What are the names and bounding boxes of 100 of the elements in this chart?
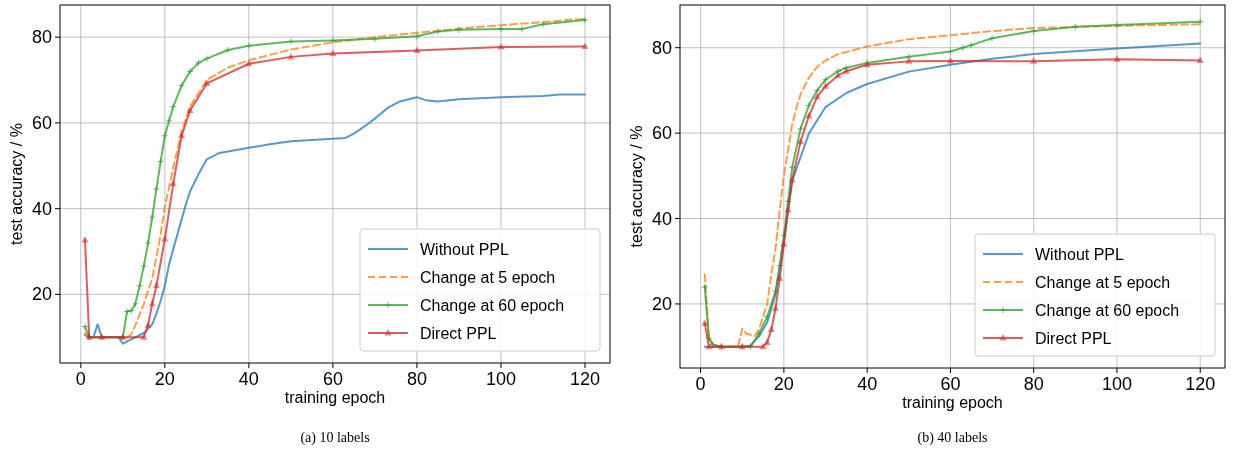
x-tick-label: 40	[238, 369, 259, 389]
point	[329, 37, 337, 45]
x-tick-label: 100	[485, 369, 516, 389]
x-tick-label: 100	[1101, 374, 1132, 394]
point	[701, 319, 709, 326]
y-tick-label: 60	[651, 123, 672, 144]
point	[148, 213, 156, 221]
point	[763, 338, 771, 345]
point	[797, 125, 805, 133]
point	[772, 287, 780, 295]
y-tick-label: 20	[651, 293, 672, 314]
point	[161, 132, 169, 140]
text: (a) 10 labels	[300, 430, 370, 446]
point	[755, 330, 763, 338]
point	[245, 42, 253, 50]
point	[759, 342, 767, 350]
point	[581, 42, 589, 50]
point	[772, 304, 780, 311]
x-axis-title: training epoch	[902, 394, 1003, 411]
point	[822, 82, 830, 89]
point	[959, 44, 967, 52]
point	[127, 307, 135, 315]
point	[413, 46, 421, 53]
point	[813, 86, 821, 94]
point	[245, 59, 253, 67]
point	[152, 185, 160, 193]
point	[822, 76, 830, 84]
point	[813, 92, 821, 100]
point	[805, 101, 813, 109]
point	[144, 239, 152, 247]
legend-label: Direct PPL	[420, 325, 497, 342]
point	[434, 28, 442, 36]
point	[705, 334, 713, 342]
y-tick-label: 80	[651, 37, 672, 58]
point	[780, 240, 788, 247]
y-tick-label: 60	[31, 112, 52, 133]
x-tick-label: 0	[75, 369, 86, 389]
point	[967, 41, 975, 49]
legend-label: Without PPL	[1035, 246, 1125, 263]
legend-label: Direct PPL	[1035, 330, 1112, 347]
point	[455, 26, 463, 34]
point	[1196, 56, 1204, 64]
point	[161, 235, 169, 242]
y-tick-label: 20	[31, 284, 52, 305]
x-tick-label: 20	[154, 369, 175, 389]
point	[834, 71, 842, 78]
legend-label: Change at 60 epoch	[1035, 302, 1180, 319]
point	[497, 25, 505, 33]
point	[988, 34, 996, 42]
point	[834, 67, 842, 75]
x-tick-label: 0	[695, 374, 706, 394]
point	[123, 308, 131, 316]
y-tick-label: 40	[651, 208, 672, 229]
x-tick-label: 80	[406, 369, 427, 389]
point	[165, 117, 173, 125]
line-series	[84, 93, 586, 345]
point	[1113, 21, 1121, 29]
x-tick-label: 60	[940, 374, 961, 394]
y-axis-title: test accuracy / %	[8, 123, 25, 245]
point	[805, 112, 813, 119]
legend-label: Change at 5 epoch	[420, 269, 556, 286]
text: (b) 40 labels	[917, 430, 988, 446]
point	[169, 103, 177, 111]
x-axis-title: training epoch	[284, 389, 386, 406]
point	[157, 157, 165, 165]
point	[140, 333, 148, 340]
point	[946, 48, 954, 56]
point	[140, 262, 148, 270]
x-tick-label: 20	[773, 374, 794, 394]
point	[194, 59, 202, 67]
point	[539, 20, 547, 28]
point	[709, 341, 717, 349]
point	[497, 43, 505, 50]
legend-label: Without PPL	[420, 241, 510, 258]
point	[131, 300, 139, 308]
point	[763, 313, 771, 321]
point	[1071, 23, 1079, 31]
point	[224, 46, 232, 54]
legend-label: Change at 5 epoch	[1035, 274, 1171, 291]
point	[413, 32, 421, 40]
point	[767, 325, 775, 333]
point	[905, 57, 913, 64]
x-tick-label: 40	[857, 374, 878, 394]
y-axis-title: test accuracy / %	[628, 125, 645, 248]
x-tick-label: 60	[322, 369, 343, 389]
point	[136, 282, 144, 290]
point	[186, 67, 194, 75]
x-tick-label: 120	[1185, 374, 1216, 394]
point	[178, 82, 186, 90]
point	[1030, 57, 1038, 64]
point	[169, 179, 177, 187]
y-tick-label: 80	[31, 27, 52, 48]
point	[148, 299, 156, 307]
point	[203, 79, 211, 86]
point	[776, 274, 784, 281]
point	[788, 176, 796, 183]
legend-label: Change at 60 epoch	[420, 297, 565, 314]
point	[287, 37, 295, 45]
point	[144, 321, 152, 328]
point	[1113, 55, 1121, 62]
